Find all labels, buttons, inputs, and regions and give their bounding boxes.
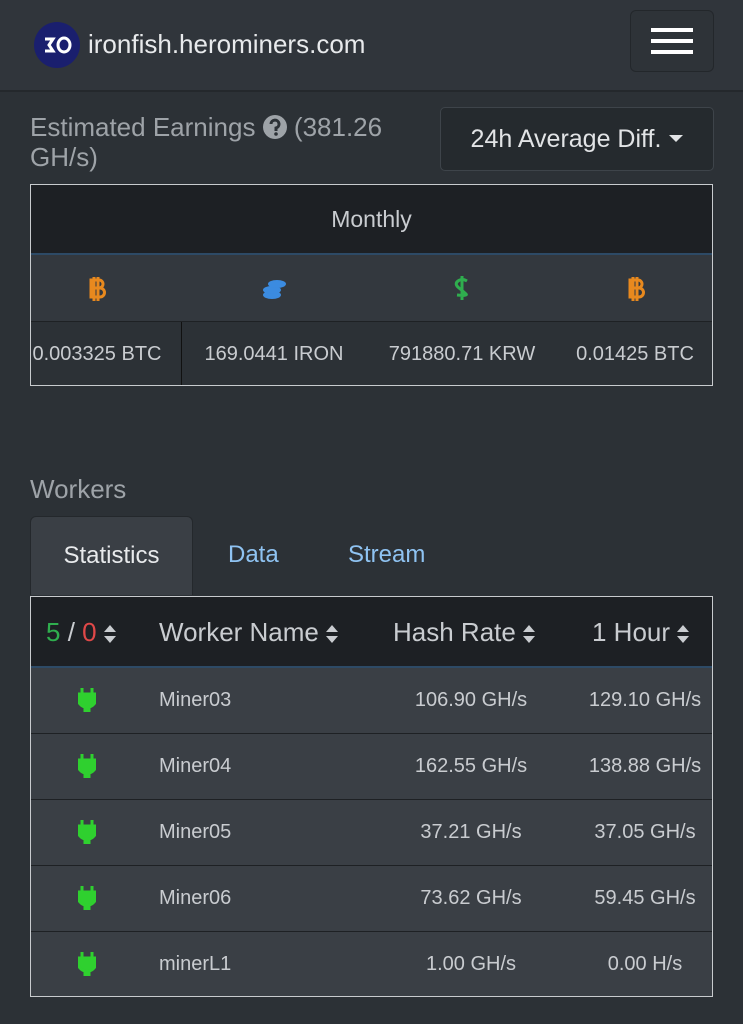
hour-rate: 0.00 H/s (607, 953, 683, 975)
earnings-title: Estimated Earnings (381.26 GH/s) (30, 112, 430, 172)
hash-rate: 37.21 GH/s (420, 821, 522, 843)
hour-rate: 138.88 GH/s (588, 755, 702, 777)
online-count: 5 (46, 617, 61, 647)
sort-icon (325, 625, 338, 644)
icon-row (31, 255, 712, 322)
earning-value: 0.003325 BTC (32, 342, 162, 365)
plug-icon (78, 820, 96, 844)
earning-value: 169.0441 IRON (204, 342, 344, 365)
hash-rate: 162.55 GH/s (414, 755, 528, 777)
column-label: Worker Name (159, 617, 319, 647)
help-icon[interactable] (262, 115, 287, 139)
worker-name[interactable]: Miner05 (159, 821, 232, 843)
coins-icon (263, 280, 286, 299)
period-header: Monthly (31, 185, 712, 255)
plug-icon (78, 688, 96, 712)
divider (181, 322, 182, 385)
worker-name[interactable]: minerL1 (159, 953, 232, 975)
period-dropdown[interactable]: 24h Average Diff. (440, 107, 714, 171)
worker-row[interactable]: Miner06 73.62 GH/s 59.45 GH/s (31, 866, 712, 932)
worker-row[interactable]: Miner04 162.55 GH/s 138.88 GH/s (31, 734, 712, 800)
worker-name[interactable]: Miner04 (159, 755, 232, 777)
dollar-icon (454, 276, 468, 300)
sort-icon (677, 625, 690, 644)
separator: / (67, 617, 75, 647)
column-label: 1 Hour (592, 617, 671, 647)
workers-title: Workers (30, 474, 127, 504)
caret (669, 135, 684, 142)
column-header[interactable]: Hash Rate (393, 617, 536, 648)
plug-icon (78, 952, 96, 976)
btc-icon (89, 277, 106, 301)
btc-icon (628, 277, 645, 301)
worker-row[interactable]: Miner03 106.90 GH/s 129.10 GH/s (31, 668, 712, 734)
worker-name[interactable]: Miner03 (159, 689, 232, 711)
tab[interactable]: Stream (348, 541, 426, 568)
earnings-table: Monthly 0.003325 BTC 169.0441 IRON 791880.… (30, 184, 713, 386)
hour-rate: 37.05 GH/s (594, 821, 696, 843)
worker-row[interactable]: minerL1 1.00 GH/s 0.00 H/s (31, 932, 712, 996)
plug-icon (78, 886, 96, 910)
title-text: Estimated Earnings (30, 112, 256, 142)
worker-name[interactable]: Miner06 (159, 887, 232, 909)
earning-value: 0.01425 BTC (576, 342, 694, 365)
dropdown-label: 24h Average Diff. (470, 124, 662, 153)
workers-table: 5 / 0 Worker Name Hash Rate 1 Hour Miner… (30, 596, 713, 997)
sort-icon (103, 625, 116, 644)
column-label: Hash Rate (393, 617, 516, 647)
hashrate: (381.26 GH/s) (30, 112, 383, 172)
tab-active[interactable]: Statistics (30, 516, 193, 595)
hour-rate: 59.45 GH/s (594, 887, 696, 909)
menu-button[interactable] (630, 10, 714, 72)
plug-icon (78, 754, 96, 778)
hash-rate: 73.62 GH/s (420, 887, 522, 909)
hash-rate: 1.00 GH/s (425, 953, 517, 975)
tab[interactable]: Data (228, 541, 279, 568)
site-name[interactable]: ironfish.herominers.com (88, 29, 366, 59)
hour-rate: 129.10 GH/s (588, 689, 702, 711)
table-header: 5 / 0 Worker Name Hash Rate 1 Hour (31, 597, 712, 668)
header: ironfish.herominers.com (0, 0, 743, 92)
earning-value: 791880.71 KRW (388, 342, 536, 365)
status-header[interactable]: 5 / 0 (46, 617, 117, 648)
offline-count: 0 (82, 617, 97, 647)
column-header[interactable]: Worker Name (159, 617, 339, 648)
sort-icon (522, 625, 535, 644)
worker-row[interactable]: Miner05 37.21 GH/s 37.05 GH/s (31, 800, 712, 866)
column-header[interactable]: 1 Hour (592, 617, 690, 648)
hash-rate: 106.90 GH/s (414, 689, 528, 711)
logo[interactable] (34, 22, 80, 68)
